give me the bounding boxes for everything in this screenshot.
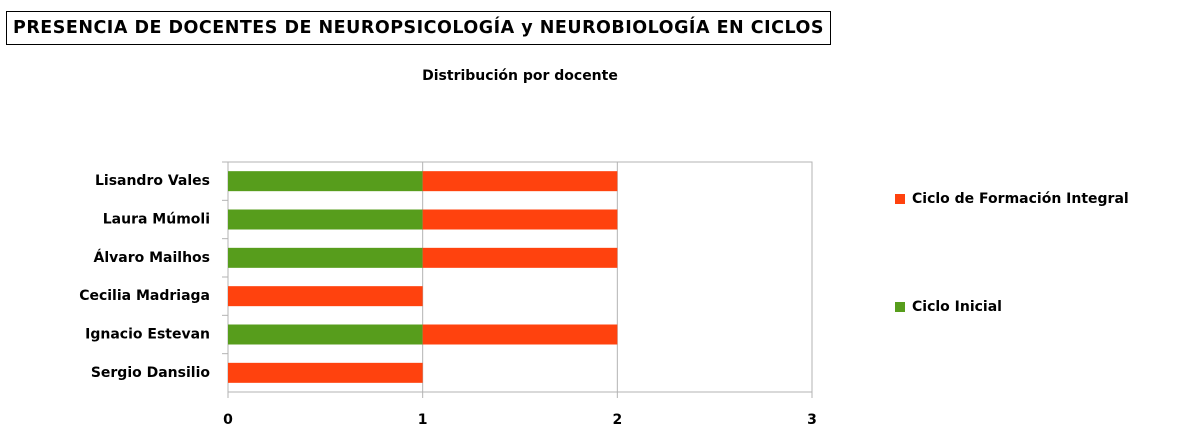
- y-tick-label: Lisandro Vales: [95, 173, 210, 189]
- x-tick-label: 3: [807, 412, 817, 428]
- x-tick-label: 0: [223, 412, 233, 428]
- bar-segment: [422, 324, 618, 345]
- legend-swatch: [895, 302, 905, 312]
- bar-segment: [228, 171, 423, 192]
- page-title: PRESENCIA DE DOCENTES DE NEUROPSICOLOGÍA…: [6, 11, 831, 45]
- y-tick-label: Sergio Dansilio: [91, 365, 211, 381]
- bar-segment: [228, 247, 423, 268]
- bar-segment: [228, 286, 423, 307]
- bar-segment: [422, 247, 618, 268]
- legend-swatch: [895, 194, 905, 204]
- legend-label: Ciclo Inicial: [912, 299, 1002, 315]
- y-tick-label: Cecilia Madriaga: [79, 288, 210, 304]
- bar-segment: [228, 209, 423, 230]
- bar-segment: [422, 209, 618, 230]
- legend-label: Ciclo de Formación Integral: [912, 191, 1129, 207]
- y-tick-label: Álvaro Mailhos: [94, 249, 211, 266]
- x-tick-label: 1: [418, 412, 428, 428]
- y-tick-label: Ignacio Estevan: [85, 327, 210, 343]
- y-tick-label: Laura Múmoli: [103, 212, 210, 228]
- bar-segment: [228, 324, 423, 345]
- bar-segment: [228, 362, 423, 383]
- plot-area: [227, 161, 813, 393]
- chart-title: Distribución por docente: [422, 68, 618, 84]
- bar-segment: [422, 171, 618, 192]
- x-tick-label: 2: [612, 412, 622, 428]
